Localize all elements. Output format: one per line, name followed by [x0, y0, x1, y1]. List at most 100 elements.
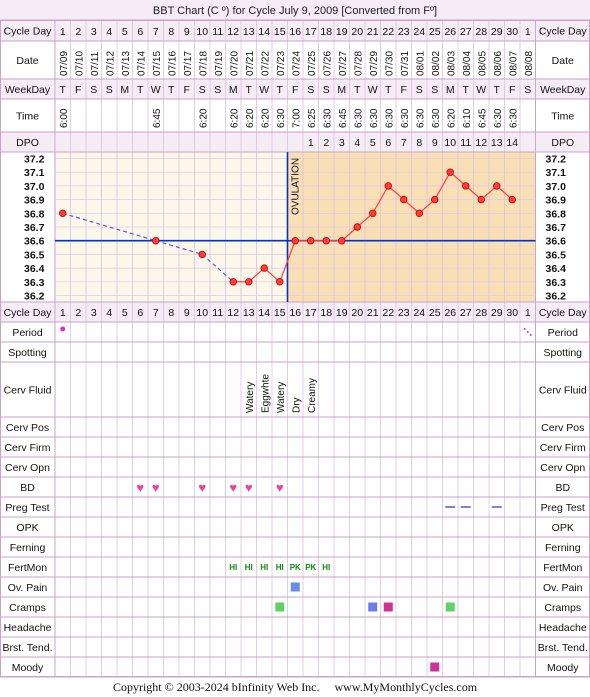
weekday-cell: T [277, 84, 284, 96]
cycle-day-cell: 26 [444, 26, 456, 38]
cycle-day-cell-bottom: 27 [460, 307, 472, 319]
bd-heart-icon: ♥ [245, 480, 253, 495]
temp-point [415, 209, 423, 217]
date-cell: 08/03 [446, 51, 457, 76]
date-cell: 08/07 [508, 51, 519, 76]
weekday-cell: T [60, 84, 67, 96]
fertmon-cell: HI [229, 563, 237, 572]
weekday-cell: S [416, 84, 423, 96]
y-tick-label-right: 36.6 [546, 236, 567, 248]
cycle-day-cell-bottom: 29 [491, 307, 503, 319]
cycle-day-cell-bottom: 26 [444, 307, 456, 319]
row-label-headache: Headache [4, 622, 52, 634]
temp-point [462, 182, 470, 190]
y-tick-label: 36.7 [24, 222, 45, 234]
y-tick-label: 37.0 [24, 181, 45, 193]
row-label-right-text-ov-pain: Ov. Pain [543, 582, 583, 594]
fertmon-cell: HI [276, 563, 284, 572]
row-label-cerv-pos: Cerv Pos [6, 422, 49, 434]
dpo-cell: 11 [460, 137, 471, 149]
weekday-row-bg [55, 79, 536, 99]
weekday-cell: S [90, 84, 97, 96]
bd-heart-icon: ♥ [198, 480, 206, 495]
cycle-day-cell: 3 [91, 26, 97, 38]
date-cell: 07/22 [260, 51, 271, 76]
row-label-right-text-headache: Headache [539, 622, 587, 634]
weekday-cell: M [229, 84, 238, 96]
cycle-day-cell: 20 [351, 26, 363, 38]
time-cell: 6:30 [322, 108, 333, 128]
row-label-weekday: WeekDay [5, 84, 51, 96]
y-tick-label: 36.9 [24, 195, 45, 207]
temp-point [477, 195, 485, 204]
y-tick-label: 36.6 [24, 236, 45, 248]
y-tick-label-right: 36.7 [546, 222, 567, 234]
temp-point [508, 195, 516, 204]
cycle-day-cell: 9 [184, 26, 190, 38]
footer: Copyright © 2003-2024 bInfinity Web Inc.… [0, 680, 590, 695]
temp-line-segment [434, 171, 451, 200]
cycle-day-cell: 7 [153, 26, 159, 38]
cycle-day-cell: 25 [429, 26, 441, 38]
date-cell: 07/24 [291, 51, 302, 76]
date-cell: 07/21 [245, 51, 256, 76]
temp-point [307, 236, 315, 245]
date-cell: 07/12 [105, 51, 116, 76]
cycle-day-cell: 23 [398, 26, 410, 38]
weekday-cell: S [431, 84, 438, 96]
time-cell: 6:00 [59, 108, 70, 128]
weekday-cell: F [184, 84, 190, 96]
temp-point [276, 278, 284, 286]
temp-point [322, 236, 330, 245]
row-label-time: Time [16, 111, 39, 123]
date-cell: 07/11 [90, 51, 101, 76]
date-cell: 07/16 [167, 51, 178, 76]
date-cell: 07/10 [74, 51, 85, 76]
temp-point [431, 195, 439, 204]
date-cell: 07/19 [214, 51, 225, 76]
date-cell: 08/05 [477, 51, 488, 76]
temp-point [338, 236, 346, 245]
cycle-day-cell-bottom: 15 [274, 307, 286, 319]
date-cell: 07/31 [400, 51, 411, 76]
date-cell: 07/15 [152, 51, 163, 76]
time-cell: 6:30 [384, 108, 395, 128]
time-cell: 6:30 [415, 108, 426, 128]
copyright-text: Copyright © 2003-2024 bInfinity Web Inc. [112, 680, 320, 694]
temp-point [152, 236, 160, 245]
bd-heart-icon: ♥ [276, 480, 284, 495]
dpo-cell: 5 [370, 137, 376, 149]
y-tick-label-right: 36.2 [546, 291, 567, 303]
date-cell: 07/18 [198, 51, 209, 76]
temp-line-interpolated [155, 240, 203, 255]
fertmon-cell: HI [245, 563, 253, 572]
cycle-day-cell: 29 [491, 26, 503, 38]
temp-point [291, 236, 299, 245]
row-label-right-text-moody: Moody [547, 662, 579, 674]
row-label-right-text-weekday: WeekDay [540, 84, 586, 96]
weekday-cell: M [120, 84, 129, 96]
dpo-cell: 13 [491, 137, 503, 149]
time-cell: 6:30 [276, 108, 287, 128]
y-tick-label-right: 36.3 [546, 277, 567, 289]
cycle-day-cell-bottom: 20 [351, 307, 363, 319]
cycle-day-cell-bottom: 19 [336, 307, 348, 319]
y-tick-label: 36.3 [24, 277, 45, 289]
time-cell: 6:20 [260, 108, 271, 128]
cycle-day-cell: 12 [227, 26, 239, 38]
weekday-cell: T [463, 84, 470, 96]
temp-point [245, 278, 253, 286]
cycle-day-cell: 1 [60, 26, 66, 38]
site-link[interactable]: www.MyMonthlyCycles.com [334, 680, 478, 694]
bd-heart-icon: ♥ [152, 480, 160, 495]
weekday-cell: W [259, 84, 269, 96]
y-tick-label-right: 36.9 [546, 195, 567, 207]
row-label-period: Period [12, 327, 43, 339]
cycle-day-cell-bottom: 12 [227, 307, 239, 319]
row-label-date: Date [16, 55, 38, 67]
dpo-cell: 2 [323, 137, 329, 149]
time-cell: 6:30 [353, 108, 364, 128]
weekday-cell: W [368, 84, 378, 96]
weekday-cell: F [509, 84, 515, 96]
date-cell: 07/14 [136, 51, 147, 76]
